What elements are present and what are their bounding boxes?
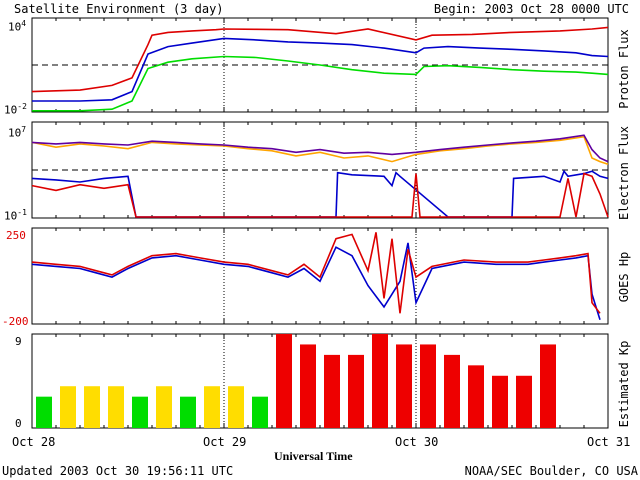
kp-bar-20 bbox=[516, 375, 532, 428]
begin-time: Begin: 2003 Oct 28 0000 UTC bbox=[433, 2, 629, 16]
kp-bar-11 bbox=[300, 344, 316, 428]
electron-ymax-label: 107 bbox=[8, 125, 27, 140]
panel-frame-electron bbox=[31, 121, 609, 219]
x-tick-oct31: Oct 31 bbox=[587, 435, 631, 449]
proton-series-mid bbox=[32, 37, 609, 102]
kp-bar-6 bbox=[180, 396, 196, 428]
kp-bar-18 bbox=[468, 365, 484, 428]
updated-timestamp: Updated 2003 Oct 30 19:56:11 UTC bbox=[2, 464, 234, 478]
x-axis-label: Universal Time bbox=[274, 449, 353, 463]
kp-bar-1 bbox=[60, 386, 76, 428]
kp-bar-5 bbox=[156, 386, 172, 428]
goes_hp-series-blue bbox=[31, 242, 601, 320]
plot-panels bbox=[31, 17, 609, 429]
electron-series-orange bbox=[31, 135, 609, 166]
kp-bar-16 bbox=[420, 344, 436, 428]
proton-ymax-label: 104 bbox=[8, 19, 27, 34]
kp-bar-7 bbox=[204, 386, 220, 428]
electron-series-purple bbox=[31, 134, 609, 163]
kp-bar-13 bbox=[348, 354, 364, 428]
goes-hp-ymin-label: -200 bbox=[2, 315, 29, 328]
proton-series-low bbox=[32, 55, 609, 112]
kp-bar-0 bbox=[36, 396, 52, 428]
kp-bar-3 bbox=[108, 386, 124, 428]
credit-text: NOAA/SEC Boulder, CO USA bbox=[464, 464, 638, 478]
goes_hp-series-red bbox=[31, 232, 601, 314]
kp-bar-8 bbox=[228, 386, 244, 428]
kp-bar-10 bbox=[276, 334, 292, 428]
goes-hp-ymax-label: 250 bbox=[6, 229, 26, 242]
kp-bar-21 bbox=[540, 344, 556, 428]
electron-ymin-label: 10-1 bbox=[4, 208, 27, 223]
kp-bar-17 bbox=[444, 354, 460, 428]
electron-flux-ylabel: Electron Flux bbox=[617, 126, 631, 220]
kp-bar-15 bbox=[396, 344, 412, 428]
electron-series-blue bbox=[31, 169, 609, 218]
x-tick-oct28: Oct 28 bbox=[12, 435, 56, 449]
estimated-kp-ylabel: Estimated Kp bbox=[617, 340, 631, 428]
kp-ymax-label: 9 bbox=[15, 335, 22, 348]
kp-bar-19 bbox=[492, 375, 508, 428]
proton-series-high bbox=[31, 26, 609, 93]
x-tick-oct30: Oct 30 bbox=[395, 435, 439, 449]
kp-bar-9 bbox=[252, 396, 268, 428]
proton-flux-ylabel: Proton Flux bbox=[617, 29, 631, 109]
kp-bar-14 bbox=[372, 334, 388, 428]
kp-bar-12 bbox=[324, 354, 340, 428]
proton-ymin-label: 10-2 bbox=[4, 102, 27, 117]
x-tick-oct29: Oct 29 bbox=[203, 435, 247, 449]
kp-ymin-label: 0 bbox=[15, 417, 22, 430]
goes-hp-ylabel: GOES Hp bbox=[617, 251, 631, 303]
electron-series-red bbox=[31, 172, 609, 218]
kp-bar-2 bbox=[84, 386, 100, 428]
kp-bar-4 bbox=[132, 396, 148, 428]
chart-title: Satellite Environment (3 day) bbox=[14, 2, 224, 16]
